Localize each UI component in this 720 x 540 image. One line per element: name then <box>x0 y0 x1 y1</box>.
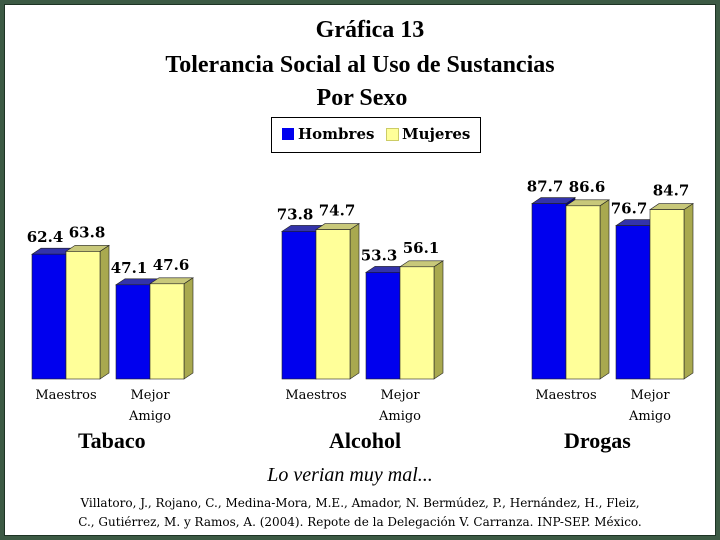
legend-label-hombres: Hombres <box>298 125 375 143</box>
data-label-alcohol-maestros-hombres: 73.8 <box>277 205 314 223</box>
data-label-drogas-maestros-mujeres: 86.6 <box>569 178 606 196</box>
bar-side-drogas-mejor-amigo-mujeres <box>683 203 694 380</box>
legend-label-mujeres: Mujeres <box>402 125 471 143</box>
category-label-alcohol-1-1: Amigo <box>378 409 421 424</box>
data-label-tabaco-maestros-mujeres: 63.8 <box>69 223 106 241</box>
chart-note: Lo verian muy mal... <box>267 464 433 486</box>
bar-tabaco-mejor-amigo-hombres <box>115 284 151 380</box>
bar-alcohol-mejor-amigo-mujeres <box>399 266 435 380</box>
bar-side-tabaco-maestros-mujeres <box>99 244 110 380</box>
category-label-drogas-1-0: Mejor <box>630 388 670 403</box>
chart-title-line-3: Por Sexo <box>316 85 408 111</box>
legend-swatch-mujeres <box>386 128 399 141</box>
group-label-drogas: Drogas <box>564 428 631 453</box>
data-label-drogas-mejor-amigo-hombres: 76.7 <box>611 200 648 218</box>
data-label-alcohol-mejor-amigo-hombres: 53.3 <box>361 246 398 264</box>
group-label-alcohol: Alcohol <box>329 428 402 453</box>
data-label-drogas-maestros-hombres: 87.7 <box>527 178 564 196</box>
source-citation: Villatoro, J., Rojano, C., Medina-Mora, … <box>0 494 720 532</box>
data-label-alcohol-mejor-amigo-mujeres: 56.1 <box>403 239 440 257</box>
legend-swatch-hombres <box>282 128 294 140</box>
bar-side-tabaco-mejor-amigo-mujeres <box>183 277 194 380</box>
data-label-tabaco-maestros-hombres: 62.4 <box>27 228 64 246</box>
category-label-tabaco-1-0: Mejor <box>130 388 170 403</box>
bar-side-alcohol-mejor-amigo-mujeres <box>433 260 444 380</box>
bar-alcohol-maestros-hombres <box>281 231 317 380</box>
bar-tabaco-mejor-amigo-mujeres <box>149 283 185 380</box>
bar-side-alcohol-maestros-mujeres <box>349 223 360 380</box>
category-label-drogas-1-1: Amigo <box>628 409 671 424</box>
data-label-tabaco-mejor-amigo-mujeres: 47.6 <box>153 256 190 274</box>
bar-drogas-mejor-amigo-mujeres <box>649 209 685 380</box>
category-label-tabaco-1-1: Amigo <box>128 409 171 424</box>
group-label-tabaco: Tabaco <box>78 428 146 453</box>
data-label-alcohol-maestros-mujeres: 74.7 <box>319 202 356 220</box>
bar-drogas-mejor-amigo-hombres <box>615 225 651 380</box>
chart-title-line-1: Gráfica 13 <box>315 17 425 43</box>
bar-tabaco-maestros-mujeres <box>65 251 101 380</box>
bar-alcohol-mejor-amigo-hombres <box>365 272 401 380</box>
data-label-drogas-mejor-amigo-mujeres: 84.7 <box>653 182 690 200</box>
category-label-alcohol-0-0: Maestros <box>285 388 346 403</box>
bar-side-drogas-maestros-mujeres <box>599 199 610 380</box>
bar-drogas-maestros-hombres <box>531 203 567 380</box>
chart-title-line-2: Tolerancia Social al Uso de Sustancias <box>165 52 555 78</box>
source-line-2: C., Gutiérrez, M. y Ramos, A. (2004). Re… <box>78 515 642 529</box>
source-line-1: Villatoro, J., Rojano, C., Medina-Mora, … <box>80 496 640 510</box>
bar-drogas-maestros-mujeres <box>565 205 601 380</box>
data-label-tabaco-mejor-amigo-hombres: 47.1 <box>111 259 148 277</box>
category-label-alcohol-1-0: Mejor <box>380 388 420 403</box>
category-label-tabaco-0-0: Maestros <box>35 388 96 403</box>
bar-tabaco-maestros-hombres <box>31 253 67 380</box>
category-label-drogas-0-0: Maestros <box>535 388 596 403</box>
chart-legend: Hombres Mujeres <box>271 117 481 153</box>
bar-alcohol-maestros-mujeres <box>315 229 351 380</box>
